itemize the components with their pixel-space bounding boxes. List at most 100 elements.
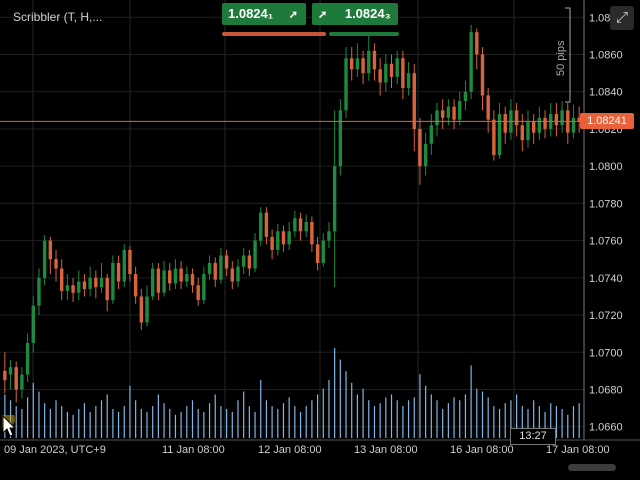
price-tick-label: 1.0660 xyxy=(589,422,623,434)
candle xyxy=(128,246,132,282)
candle-body xyxy=(401,58,405,89)
price-tick-label: 1.0700 xyxy=(589,347,623,359)
candle xyxy=(14,361,18,403)
candle xyxy=(577,106,581,133)
arrow-down-right-icon: ➚ xyxy=(288,9,298,21)
candle xyxy=(492,110,496,161)
time-tick-label: 13 Jan 08:00 xyxy=(354,444,418,456)
buy-button[interactable]: ➚ 1.0824₃ xyxy=(312,3,398,25)
candle xyxy=(60,259,64,301)
candle-body xyxy=(111,262,115,301)
candle xyxy=(452,99,456,129)
candle-body xyxy=(327,231,331,241)
candle-body xyxy=(122,249,126,282)
candle xyxy=(150,262,155,301)
pips-ruler[interactable] xyxy=(565,7,571,103)
sell-price: 1.0824₁ xyxy=(228,6,274,21)
candle xyxy=(259,207,263,247)
candle-body xyxy=(440,110,445,118)
sell-button[interactable]: 1.0824₁ ➚ xyxy=(222,3,306,25)
candle-body xyxy=(332,166,337,232)
candle-body xyxy=(350,58,354,70)
candle-body xyxy=(179,268,183,282)
candle xyxy=(270,229,274,260)
candle xyxy=(31,296,35,353)
candle xyxy=(71,277,75,303)
candle-body xyxy=(287,231,291,245)
candle-body xyxy=(253,240,257,269)
price-tick-label: 1.0740 xyxy=(589,273,623,285)
candle-body xyxy=(276,231,280,250)
candle-body xyxy=(412,73,416,129)
symbol-label[interactable]: Scribbler (T, H,... xyxy=(13,10,103,24)
candle-body xyxy=(361,58,365,74)
time-tick-label: 11 Jan 08:00 xyxy=(162,444,225,456)
expand-icon[interactable]: ⤢ xyxy=(610,6,634,30)
price-tick-label: 1.0800 xyxy=(589,161,623,173)
candle xyxy=(168,262,172,291)
candle xyxy=(543,110,547,139)
candle-body xyxy=(77,281,81,293)
candle-body xyxy=(236,266,240,282)
candle xyxy=(224,249,229,276)
candle xyxy=(179,261,183,289)
candle xyxy=(185,266,189,288)
candle-body xyxy=(133,274,138,297)
candle xyxy=(196,277,200,306)
candle xyxy=(560,101,564,133)
candle-body xyxy=(207,262,212,275)
candle xyxy=(440,99,445,129)
candle-body xyxy=(526,121,530,141)
candle xyxy=(298,212,303,241)
candle-body xyxy=(293,218,297,232)
candle xyxy=(531,114,536,144)
candle-body xyxy=(355,58,360,70)
candle-body xyxy=(395,58,399,77)
mouse-pointer-icon xyxy=(2,415,17,437)
candle-body xyxy=(37,277,41,306)
candle-body xyxy=(486,95,490,120)
time-tick-label: 09 Jan 2023, UTC+9 xyxy=(4,444,106,456)
candle xyxy=(469,24,473,100)
candle xyxy=(486,88,490,133)
candle-body xyxy=(423,143,428,167)
candle xyxy=(361,50,365,85)
candle-body xyxy=(82,281,87,289)
candle xyxy=(395,50,399,85)
time-axis-labels: 09 Jan 2023, UTC+9 11 Jan 08:00 12 Jan 08:… xyxy=(4,444,610,456)
candle xyxy=(25,333,30,383)
candle-body xyxy=(571,117,576,133)
candle-body xyxy=(94,277,98,288)
candle-body xyxy=(270,236,274,250)
candle-body xyxy=(310,222,314,245)
candle xyxy=(378,58,382,96)
candle-body xyxy=(162,270,166,293)
candle xyxy=(293,210,297,237)
candle-body xyxy=(71,285,75,293)
candle xyxy=(190,268,195,293)
candle xyxy=(418,117,422,185)
candle xyxy=(65,274,70,301)
candle-body xyxy=(497,114,502,156)
candle xyxy=(554,102,559,137)
candle-body xyxy=(321,240,325,263)
candle-body xyxy=(372,50,377,70)
candle xyxy=(435,102,439,137)
candle-body xyxy=(560,110,564,126)
candle xyxy=(384,54,388,92)
candle xyxy=(8,359,13,390)
horizontal-scrollbar-thumb[interactable] xyxy=(568,464,616,471)
candle-body xyxy=(173,268,178,284)
candle-body xyxy=(230,268,234,282)
candle-body xyxy=(105,277,109,301)
candle-body xyxy=(281,231,286,245)
candle-body xyxy=(145,296,149,323)
candle xyxy=(355,43,360,77)
current-price-tag: 1.08241 xyxy=(580,113,634,130)
candle-body xyxy=(48,240,53,260)
candle-body xyxy=(88,277,92,289)
candle xyxy=(406,61,411,96)
candle-body xyxy=(389,63,394,77)
candle-body xyxy=(219,255,223,280)
